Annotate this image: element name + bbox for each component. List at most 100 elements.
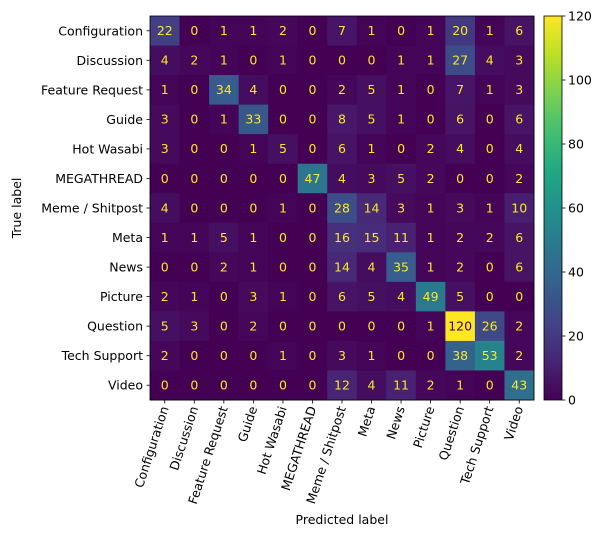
heatmap-cell — [445, 16, 476, 47]
heatmap-cell — [445, 45, 476, 76]
colorbar-tick-label: 100 — [568, 73, 592, 88]
cell-value-label: 3 — [161, 141, 169, 156]
heatmap-cell — [179, 252, 210, 283]
heatmap-cell — [150, 104, 181, 135]
cell-value-label: 0 — [161, 378, 169, 393]
heatmap-cell — [386, 75, 417, 106]
y-axis-label: True label — [9, 178, 24, 240]
heatmap-cell — [238, 370, 269, 401]
heatmap-cell — [504, 45, 535, 76]
cell-value-label: 0 — [308, 378, 316, 393]
heatmap-cell — [238, 163, 269, 194]
y-tick-label: Video — [108, 378, 143, 393]
heatmap-cell — [327, 16, 358, 47]
cell-value-label: 120 — [448, 318, 472, 333]
colorbar-tick-label: 40 — [568, 265, 584, 280]
heatmap-cell — [504, 340, 535, 371]
heatmap-cell — [209, 163, 240, 194]
cell-value-label: 16 — [334, 230, 350, 245]
heatmap-cell — [356, 16, 387, 47]
y-tick-label: MEGATHREAD — [55, 171, 143, 186]
heatmap-cell — [474, 370, 505, 401]
cell-value-label: 0 — [397, 348, 405, 363]
heatmap-cell — [150, 281, 181, 312]
cell-value-label: 1 — [249, 230, 257, 245]
x-tick-label: Question — [435, 404, 467, 462]
heatmap-cell — [150, 252, 181, 283]
heatmap-cell — [209, 104, 240, 135]
cell-value-label: 0 — [190, 200, 198, 215]
cell-value-label: 22 — [157, 23, 173, 38]
heatmap-cell — [445, 311, 476, 342]
x-tick-label: Discussion — [166, 404, 201, 472]
y-tick-label: Guide — [106, 112, 143, 127]
cell-value-label: 0 — [338, 53, 346, 68]
heatmap-cell — [297, 340, 328, 371]
cell-value-label: 1 — [220, 23, 228, 38]
cell-value-label: 2 — [161, 348, 169, 363]
heatmap-cell — [179, 340, 210, 371]
heatmap-cell — [504, 104, 535, 135]
colorbar-tick-label: 0 — [568, 393, 576, 408]
cell-value-label: 28 — [334, 200, 350, 215]
cell-value-label: 0 — [397, 141, 405, 156]
cell-value-label: 26 — [482, 318, 498, 333]
heatmap-cell — [179, 134, 210, 165]
cell-value-label: 2 — [515, 171, 523, 186]
heatmap-cell — [504, 163, 535, 194]
cell-value-label: 1 — [161, 230, 169, 245]
y-tick-label: Tech Support — [61, 348, 143, 363]
y-tick-label: Discussion — [77, 53, 143, 68]
cell-value-label: 0 — [308, 348, 316, 363]
y-axis: Configuration Discussion Feature Request Gu… — [41, 23, 150, 393]
heatmap-cell — [356, 370, 387, 401]
heatmap-cell — [474, 252, 505, 283]
heatmap-cell — [445, 193, 476, 224]
cell-value-label: 6 — [338, 141, 346, 156]
cell-value-label: 0 — [249, 348, 257, 363]
heatmap-cell — [179, 45, 210, 76]
cell-value-label: 1 — [161, 82, 169, 97]
cell-value-label: 0 — [249, 171, 257, 186]
heatmap-cell — [386, 370, 417, 401]
heatmap-cell — [150, 134, 181, 165]
cell-value-label: 8 — [338, 112, 346, 127]
heatmap-cell — [356, 193, 387, 224]
heatmap-cell — [474, 311, 505, 342]
cell-value-label: 27 — [452, 53, 468, 68]
cell-value-label: 0 — [308, 53, 316, 68]
heatmap-cell — [209, 370, 240, 401]
heatmap-cell — [297, 370, 328, 401]
heatmap-cell — [356, 134, 387, 165]
cell-value-label: 4 — [486, 53, 494, 68]
x-tick-label: Configuration — [131, 404, 171, 489]
y-tick-label: Question — [87, 319, 143, 334]
heatmap-cell — [209, 340, 240, 371]
cell-value-label: 0 — [427, 348, 435, 363]
cell-value-label: 3 — [515, 82, 523, 97]
heatmap-cell — [327, 281, 358, 312]
cell-value-label: 0 — [190, 82, 198, 97]
heatmap-cell — [209, 252, 240, 283]
cell-value-label: 0 — [308, 259, 316, 274]
heatmap-cell — [386, 193, 417, 224]
heatmap-cell — [445, 370, 476, 401]
heatmap-cell — [150, 163, 181, 194]
heatmap-cell — [238, 134, 269, 165]
heatmap-cell — [179, 193, 210, 224]
colorbar-ticks: 0 20 40 60 80 100 120 — [562, 9, 592, 408]
cell-value-label: 0 — [190, 171, 198, 186]
cell-value-label: 0 — [220, 141, 228, 156]
heatmap-cell — [150, 370, 181, 401]
heatmap-cell — [327, 252, 358, 283]
heatmap-cell — [327, 75, 358, 106]
heatmap-cell — [268, 16, 299, 47]
heatmap-cell — [209, 45, 240, 76]
heatmap-cell — [356, 45, 387, 76]
cell-value-label: 6 — [456, 112, 464, 127]
cell-value-label: 3 — [368, 171, 376, 186]
heatmap-cell — [386, 134, 417, 165]
cell-value-label: 4 — [249, 82, 257, 97]
cell-value-label: 0 — [486, 289, 494, 304]
